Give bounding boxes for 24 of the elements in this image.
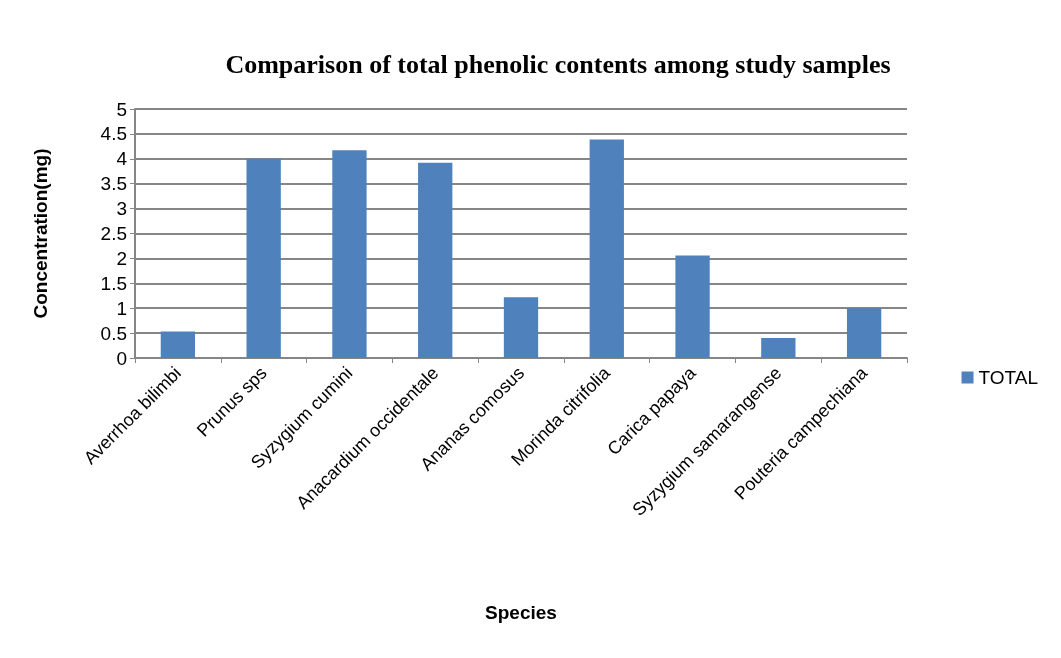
bar [503, 297, 539, 358]
bar [846, 308, 882, 358]
y-tick-label: 5 [116, 98, 127, 120]
x-axis-title: Species [485, 602, 557, 623]
y-tick-label: 4.5 [100, 123, 127, 145]
bar [589, 139, 624, 358]
bar [332, 150, 367, 358]
y-tick-label: 0 [116, 347, 127, 369]
y-tick-label: 0.5 [100, 322, 127, 344]
chart-title: Comparison of total phenolic contents among study samples [225, 49, 891, 79]
y-tick-label: 3.5 [100, 173, 127, 195]
y-tick-label: 3 [116, 198, 127, 220]
y-tick-label: 2.5 [100, 223, 127, 244]
bar [675, 255, 710, 358]
y-tick-label: 1 [116, 297, 127, 319]
y-axis-title: Concentration(mg) [30, 148, 51, 319]
y-tick-label: 1.5 [100, 272, 127, 294]
legend-label: TOTAL [978, 367, 1039, 388]
bar [160, 331, 196, 358]
bar [246, 158, 281, 358]
bar [418, 162, 453, 358]
y-tick-label: 4 [116, 148, 128, 170]
bar [761, 338, 796, 358]
y-tick-label: 2 [116, 247, 127, 269]
